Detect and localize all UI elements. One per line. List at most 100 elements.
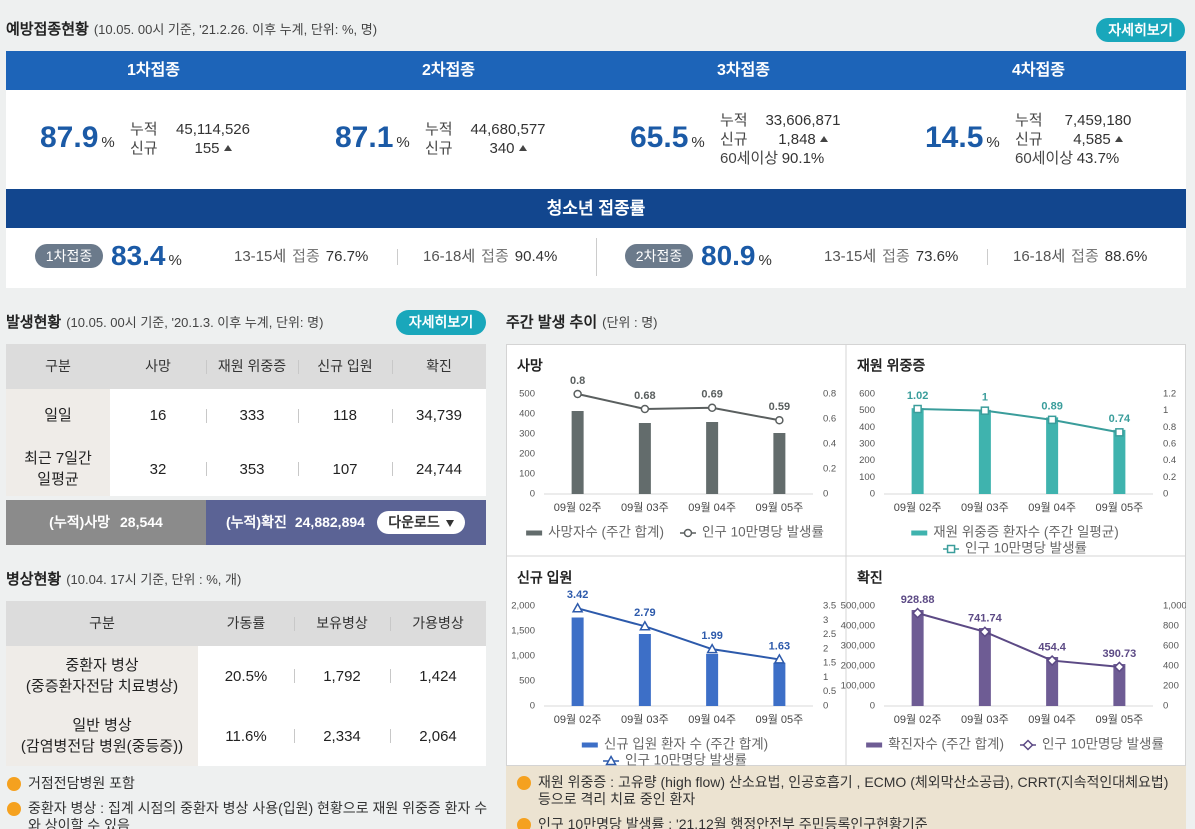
legend-swatch [866,742,883,748]
line-marker [912,607,924,619]
y-tick-label: 2,000 [511,601,535,612]
table-cell: 118 [298,389,392,442]
download-button[interactable]: 다운로드 [377,511,465,534]
y2-tick-label: 0 [1163,489,1168,500]
line-marker [683,528,693,538]
section-title: 예방접종현황 [6,21,89,38]
age-rate: 13-15세 접종 73.6% [824,246,958,268]
cell-separator [392,462,393,476]
note-text: 재원 위중증 : 고유량 (high flow) 산소요법, 인공호흡기 , E… [538,774,1169,807]
detail-button[interactable]: 자세히보기 [1096,18,1185,42]
legend-label: 사망자수 (주간 합계) [548,525,664,540]
y2-tick-label: 3.5 [823,601,836,612]
legend-label: 인구 10만명당 발생률 [965,541,1087,556]
up-arrow [518,145,527,151]
age-value: 76.7% [325,248,369,265]
bar [638,634,651,706]
bar [1113,429,1126,494]
x-tick-label: 09월 03주 [961,501,1009,514]
x-tick-label: 09월 02주 [554,713,602,726]
table-cell: 2,334 [294,706,390,766]
age-label: 접종 [1071,248,1099,265]
bar [706,422,719,494]
dose-badge: 2차접종 [625,244,693,268]
dose-title: 2차접종 [421,62,476,79]
cell-separator [206,359,207,374]
bar [1113,664,1126,706]
table-row-label: 최근 7일간 일평균 [6,442,110,496]
table-header-cell: 신규 입원 [298,344,392,389]
y2-tick-label: 0.2 [1163,472,1176,483]
section-subtitle: (10.05. 00시 기준, '21.2.26. 이후 누계, 단위: %, … [93,22,378,37]
y-tick-label: 500 [519,389,535,400]
y2-tick-label: 0.5 [823,686,836,697]
age-rate: 13-15세 접종 76.7% [234,246,368,268]
line-marker [1046,654,1058,667]
dose-item-label: 누적 [1015,111,1043,129]
dose-header-bar [6,51,1186,90]
y2-tick-label: 2.5 [823,629,836,640]
section-title: 주간 발생 추이 [506,314,598,331]
line-marker [573,389,582,399]
table-header-cell: 확진 [392,344,486,389]
value-text: 45,114,526 [176,121,250,138]
rate-value: 65.5 [630,121,689,154]
y-tick-label: 400 [519,409,535,420]
data-label: 928.88 [901,594,935,606]
x-tick-label: 09월 02주 [894,501,942,514]
cell-separator [392,359,393,374]
line-marker [946,544,956,554]
line-marker [639,620,651,631]
table-cell: 1,424 [390,646,486,706]
line-marker [1113,661,1125,673]
table-row-label: 중환자 병상 (중증환자전담 치료병상) [6,646,198,706]
detail-button[interactable]: 자세히보기 [396,310,486,335]
bar [773,433,786,494]
y2-tick-label: 1 [823,672,828,683]
y-tick-label: 300 [859,439,875,450]
dose-rate: 65.5% [630,118,705,158]
dose-title: 3차접종 [716,62,771,79]
bar [773,662,786,706]
value-text: 340 [489,140,515,157]
cell-separator [298,408,299,423]
y-tick-label: 1,000 [511,651,535,662]
table-header-cell: 구분 [6,344,110,389]
value-text: 7,459,180 [1064,111,1132,129]
dose-item-value: 45,114,526 [168,120,258,139]
download-label: 다운로드 [388,514,440,530]
cell-separator [294,616,295,631]
cell-separator [390,616,391,631]
separator [987,249,988,265]
y2-tick-label: 1.2 [1163,389,1176,400]
group-separator [596,238,597,276]
dose-item-value: 33,606,871 [758,111,848,130]
data-label: 0.59 [769,401,790,413]
line-marker [775,416,784,425]
x-tick-label: 09월 05주 [755,713,803,726]
legend-label: 인구 10만명당 발생률 [702,525,824,540]
y2-tick-label: 0.4 [823,439,836,450]
table-header-cell: 가동률 [198,601,294,646]
data-label: 0.89 [1041,401,1062,413]
note-icon [517,776,531,790]
rate-unit: % [691,134,705,151]
line-marker [706,643,718,654]
legend-swatch [581,742,598,748]
y-tick-label: 300,000 [841,641,875,652]
line-marker [571,602,584,613]
data-label: 0.8 [570,375,585,387]
rate-value: 87.1 [335,121,394,154]
x-tick-label: 09월 03주 [961,713,1009,726]
line-marker [640,404,650,414]
y2-tick-label: 0.6 [1163,439,1176,450]
line-marker [913,404,922,414]
cell-separator [298,359,299,374]
age-group: 13-15세 [824,248,877,265]
dose-item-label: 신규 [1015,130,1043,148]
dose-item-value: 43.7% [1053,149,1143,168]
table-header-cell: 사망 [110,344,206,389]
cell-separator [298,462,299,476]
bar [1046,657,1059,706]
y-tick-label: 200 [519,449,535,460]
